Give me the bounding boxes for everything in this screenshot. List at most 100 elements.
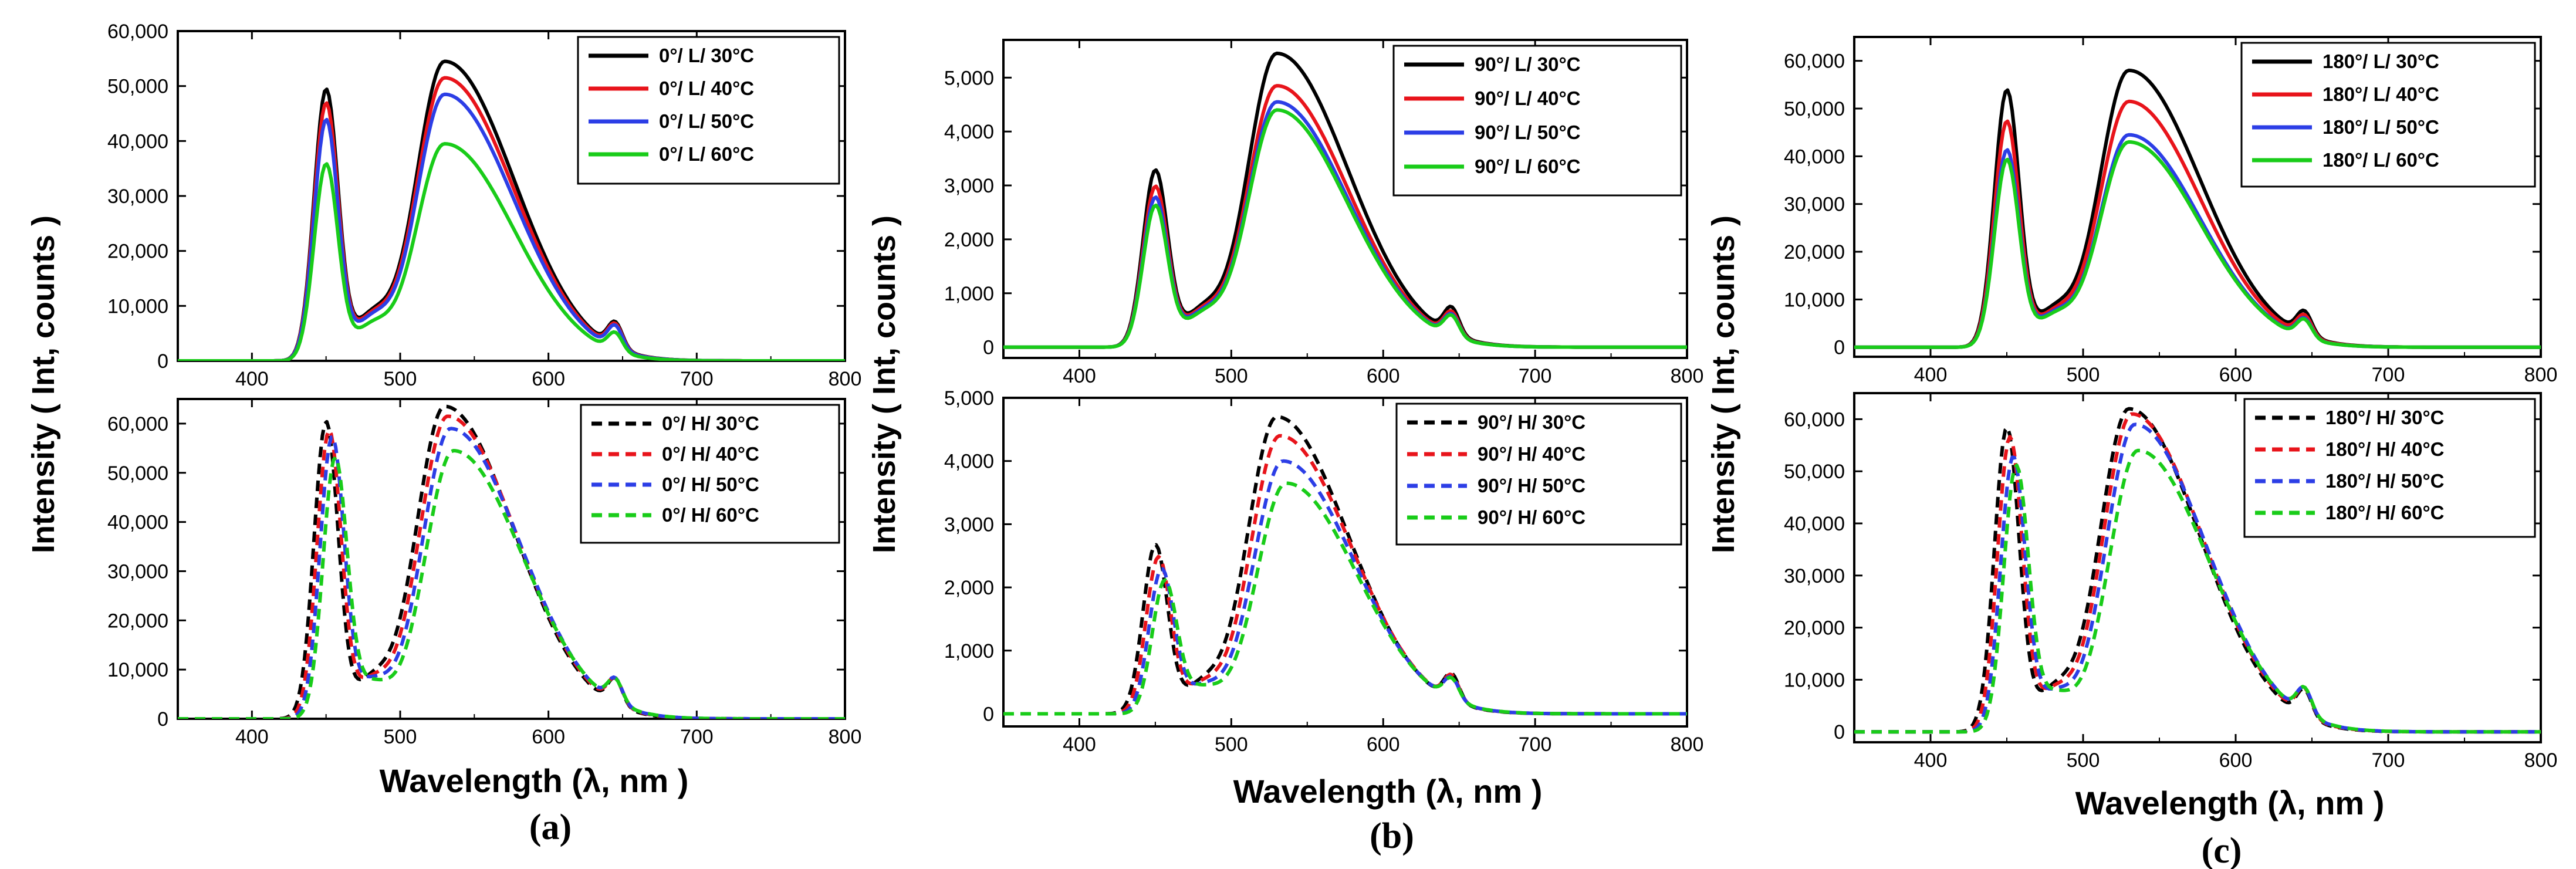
y-axis-label-b: Intensity ( Int, counts ) [867,215,902,553]
x-tick-label: 700 [2372,749,2405,772]
y-tick-label: 0 [1834,721,1845,743]
legend-entry: 90°/ L/ 40°C [1475,87,1580,109]
y-tick-label: 20,000 [1784,241,1845,263]
legend-entry: 90°/ L/ 60°C [1475,155,1580,177]
series-line-60C [1003,108,1687,349]
y-tick-label: 20,000 [107,241,168,263]
series-line-40C [1003,434,1687,716]
x-tick-label: 500 [1215,365,1248,387]
y-tick-label: 30,000 [107,560,168,583]
series-line-50C [1003,459,1687,716]
plot-a-top: 400 500 600 700 800 0 10,000 20,000 30,000 40,000… [107,21,861,390]
x-tick-label: 500 [384,368,417,390]
series-line-60C [1854,140,2541,349]
y-tick-label: 10,000 [107,295,168,317]
x-tick-label: 600 [1367,365,1400,387]
legend-entry: 0°/ H/ 40°C [662,443,759,465]
y-tick-label: 60,000 [107,413,168,435]
x-tick-label: 700 [1519,733,1552,756]
legend-entry: 180°/ H/ 30°C [2325,407,2445,428]
legend-entry: 180°/ L/ 60°C [2323,149,2439,171]
y-tick-label: 2,000 [944,229,994,251]
x-tick-label: 600 [2219,749,2253,772]
y-tick-label: 10,000 [107,659,168,681]
y-tick-label: 3,000 [944,513,994,536]
legend-entry: 0°/ H/ 30°C [662,412,759,434]
y-tick-label: 30,000 [1784,194,1845,216]
legend-entry: 0°/ L/ 30°C [659,45,754,66]
x-tick-label: 800 [829,368,862,390]
series-line-60C [1003,481,1687,716]
series-line-60C [178,449,845,719]
x-tick-label: 800 [2524,364,2558,386]
x-tick-label: 600 [532,368,565,390]
series-group [1854,68,2541,349]
panel-label-b: (b) [1370,816,1414,856]
legend-box [577,36,840,185]
legend-box [1392,45,1682,197]
x-tick-label: 700 [1519,365,1552,387]
series-line-50C [1854,422,2541,734]
legend-entry: 90°/ L/ 50°C [1475,121,1580,143]
legend-entry: 90°/ H/ 30°C [1478,411,1586,433]
x-tick-label: 800 [1671,733,1704,756]
series-group [1003,51,1687,349]
x-tick-label: 400 [235,726,269,748]
y-tick-label: 1,000 [944,283,994,305]
x-tick-label: 700 [2372,364,2405,386]
y-tick-label: 40,000 [107,130,168,153]
legend-entry: 90°/ L/ 30°C [1475,53,1580,75]
y-axis-label-c: Intensity ( Int, counts ) [1706,215,1741,553]
x-tick-label: 800 [829,726,862,748]
x-tick-label: 500 [2067,364,2100,386]
x-tick-label: 700 [680,726,714,748]
y-tick-label: 0 [1834,337,1845,359]
y-tick-label: 50,000 [107,76,168,98]
x-axis-label-b: Wavelength (λ, nm ) [1233,773,1543,810]
x-tick-label: 500 [2067,749,2100,772]
x-tick-label: 500 [384,726,417,748]
plot-a-bottom: 400 500 600 700 800 0 10,000 20,000 30,000 40,000… [107,398,862,748]
x-tick-label: 700 [680,368,714,390]
y-tick-label: 20,000 [107,610,168,632]
legend-entry: 180°/ H/ 50°C [2325,470,2445,492]
legend-box [580,404,840,544]
y-tick-label: 30,000 [1784,565,1845,587]
y-tick-label: 10,000 [1784,669,1845,691]
x-axis-label-a: Wavelength (λ, nm ) [380,762,689,799]
x-tick-label: 400 [1914,364,1948,386]
legend-entry: 90°/ H/ 50°C [1478,475,1586,496]
series-group [1003,415,1687,716]
x-tick-label: 400 [1914,749,1948,772]
y-tick-label: 60,000 [1784,50,1845,73]
plot-b-top: 400 500 600 700 800 0 1,000 2,000 3,000 4,000 5,00… [944,39,1703,387]
legend-entry: 0°/ L/ 60°C [659,143,754,165]
y-tick-label: 3,000 [944,175,994,197]
y-tick-label: 0 [983,703,994,725]
x-tick-label: 600 [2219,364,2253,386]
series-line-60C [178,142,845,361]
legend-entry: 0°/ L/ 50°C [659,110,754,132]
y-tick-label: 50,000 [1784,98,1845,120]
x-axis-label-c: Wavelength (λ, nm ) [2075,785,2385,821]
x-tick-label: 600 [1367,733,1400,756]
x-tick-label: 800 [2524,749,2558,772]
panel-label-c: (c) [2202,831,2242,869]
plot-area-group: 400 500 600 700 800 0 10,000 20,000 30,000 40,000… [107,21,2557,772]
y-tick-label: 2,000 [944,577,994,599]
legend-entry: 180°/ H/ 40°C [2325,438,2445,460]
series-group [178,404,845,719]
y-tick-label: 50,000 [1784,461,1845,483]
y-tick-label: 5,000 [944,67,994,89]
x-tick-label: 400 [235,368,269,390]
legend-entry: 90°/ H/ 40°C [1478,443,1586,465]
legend-entry: 90°/ H/ 60°C [1478,506,1586,528]
y-tick-label: 20,000 [1784,617,1845,640]
y-tick-label: 10,000 [1784,289,1845,311]
plot-c-top: 400 500 600 700 800 0 10,000 20,000 30,000 40,000… [1784,36,2558,386]
y-tick-label: 1,000 [944,640,994,662]
y-axis-label-a: Intensity ( Int, counts ) [26,215,61,553]
legend-entry: 180°/ L/ 40°C [2323,83,2439,105]
y-tick-label: 60,000 [1784,408,1845,431]
